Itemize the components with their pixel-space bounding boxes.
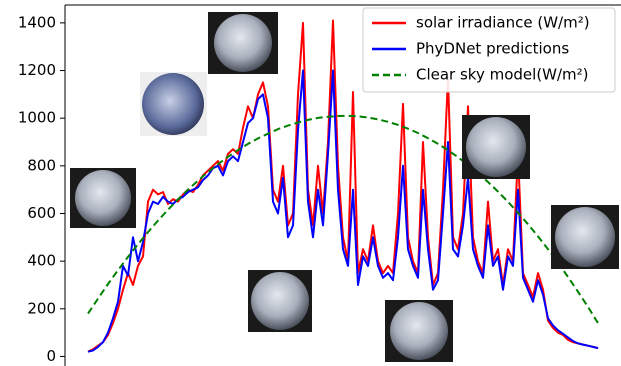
y-tick-label: 1000 — [18, 109, 56, 127]
sky-image — [385, 300, 453, 362]
sky-images — [70, 12, 619, 362]
legend-label: Clear sky model(W/m²) — [416, 66, 589, 84]
y-tick-label: 600 — [27, 204, 56, 222]
sky-image — [551, 205, 619, 269]
sky-image — [70, 168, 136, 228]
legend-box — [362, 7, 616, 93]
y-tick-label: 200 — [27, 299, 56, 317]
y-tick-label: 400 — [27, 252, 56, 270]
y-tick-label: 1400 — [18, 13, 56, 31]
legend: solar irradiance (W/m²) PhyDNet predictio… — [362, 7, 616, 93]
sky-image — [248, 270, 312, 332]
sky-image — [208, 12, 278, 74]
series-line — [87, 114, 599, 324]
y-tick-label: 0 — [46, 347, 56, 365]
y-tick-label: 1200 — [18, 61, 56, 79]
sky-image — [140, 72, 207, 136]
plot-area — [87, 19, 599, 353]
y-tick-label: 800 — [27, 156, 56, 174]
legend-label: solar irradiance (W/m²) — [416, 14, 590, 32]
legend-label: PhyDNet predictions — [416, 40, 569, 58]
sky-image — [462, 115, 530, 179]
